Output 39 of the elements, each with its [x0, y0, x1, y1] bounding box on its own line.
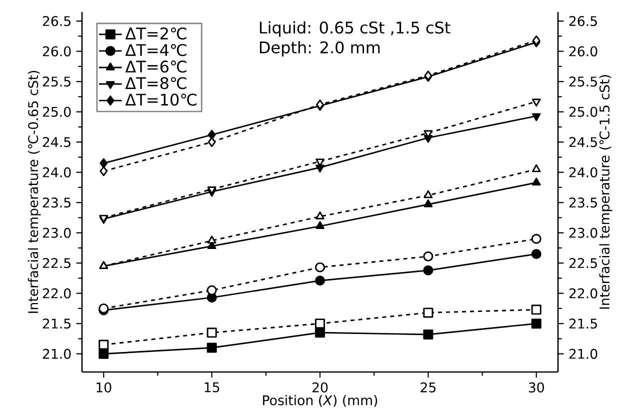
annotation: Depth: 2.0 mm — [260, 41, 380, 57]
y-tick-label: 21.0 — [42, 348, 71, 359]
y-tick-label: 24.5 — [42, 137, 70, 148]
y2-tick-label: 26.5 — [569, 16, 597, 26]
y-tick-label: 24.0 — [42, 167, 71, 178]
y2-axis-title: Interfacial temperature (℃-1.5 cSt) — [599, 75, 612, 309]
y2-tick-label: 21.0 — [569, 348, 598, 359]
annotation: Liquid: 0.65 cSt ,1.5 cSt — [260, 21, 450, 37]
legend-label: ΔT=10℃ — [125, 94, 197, 106]
y-tick-label: 23.0 — [42, 228, 71, 238]
y-tick-label: 22.0 — [42, 288, 71, 298]
y-tick-label: 25.5 — [42, 76, 70, 87]
x-axis-title: Position (X) (mm) — [263, 394, 378, 407]
x-tick-label: 15 — [204, 382, 220, 392]
legend-label: ΔT=6℃ — [125, 60, 186, 73]
y-axis-title: Interfacial temperature (℃-0.65 cSt) — [28, 70, 41, 313]
y2-tick-label: 25.5 — [569, 76, 597, 87]
y-tick-label: 26.5 — [42, 16, 70, 26]
y-tick-label: 21.5 — [42, 318, 70, 329]
legend-label: ΔT=8℃ — [125, 77, 186, 90]
x-tick-label: 25 — [420, 382, 436, 392]
x-tick-label: 30 — [528, 382, 544, 392]
y2-tick-label: 26.0 — [569, 46, 598, 56]
y2-tick-label: 24.0 — [569, 167, 598, 178]
y-tick-label: 23.5 — [42, 198, 70, 208]
y2-tick-label: 22.5 — [569, 258, 597, 268]
legend-label: ΔT=4℃ — [125, 44, 186, 56]
y2-tick-label: 25.0 — [569, 106, 598, 117]
y-tick-label: 22.5 — [42, 258, 70, 268]
x-tick-label: 20 — [312, 382, 328, 392]
x-tick-label: 10 — [96, 382, 112, 392]
y2-tick-label: 24.5 — [569, 137, 597, 148]
y2-tick-label: 23.0 — [569, 228, 598, 238]
y-tick-label: 25.0 — [42, 106, 71, 117]
y-tick-label: 26.0 — [42, 46, 71, 56]
legend-label: ΔT=2℃ — [125, 27, 186, 40]
y2-tick-label: 21.5 — [569, 318, 597, 329]
y2-tick-label: 22.0 — [569, 288, 598, 298]
y2-tick-label: 23.5 — [569, 198, 597, 208]
